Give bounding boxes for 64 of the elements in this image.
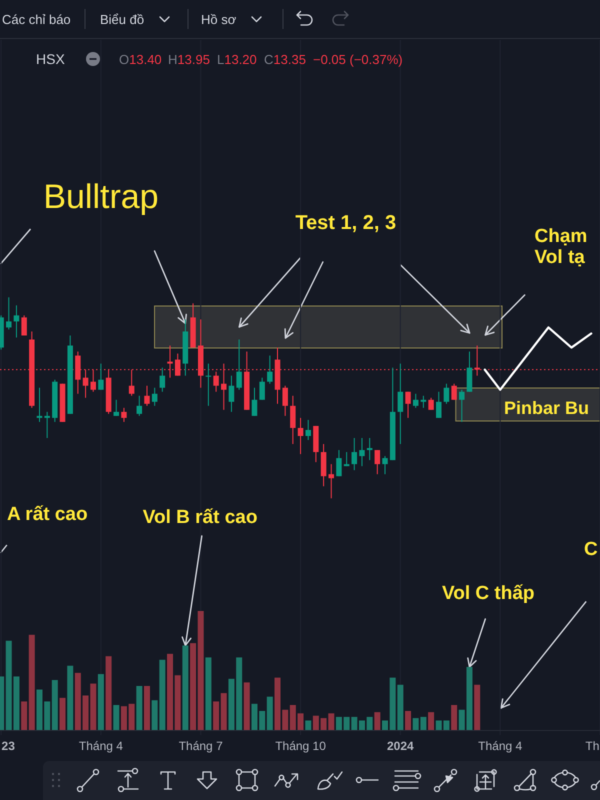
candlestick [6, 296, 12, 330]
x-tick-label: Tháng 4 [478, 739, 523, 753]
candlestick [114, 399, 120, 416]
candlestick [366, 438, 372, 461]
candlestick [328, 464, 334, 499]
candlestick [252, 387, 258, 416]
candlestick [420, 395, 426, 408]
candlestick [344, 452, 350, 467]
candlestick [282, 385, 288, 416]
candlestick [359, 438, 365, 467]
x-tick-label: Tháng 10 [275, 739, 326, 753]
text: C13.35 [264, 52, 306, 67]
text: −0.05 (−0.37%) [313, 52, 403, 67]
candlestick [374, 450, 380, 475]
candlestick [444, 383, 450, 404]
candlestick [336, 450, 342, 477]
candlestick [382, 456, 388, 475]
candlestick [290, 395, 296, 445]
x-tick-label: Tháng 7 [178, 739, 224, 753]
candlestick [121, 407, 127, 422]
candlestick [236, 339, 242, 390]
candlestick [144, 385, 150, 406]
candlestick [44, 411, 50, 438]
candlestick [98, 363, 104, 390]
candlestick [36, 387, 42, 422]
candlestick [398, 363, 404, 445]
x-tick-label: Th [585, 739, 600, 753]
text: Test 1, 2, 3 [295, 212, 396, 234]
text: H13.95 [168, 52, 210, 67]
candlestick [136, 395, 142, 416]
text: L13.20 [217, 52, 257, 67]
x-tick-label: 2024 [387, 739, 414, 753]
candlestick [259, 377, 265, 400]
candlestick [436, 391, 442, 418]
candlestick [14, 304, 20, 338]
candlestick [228, 375, 234, 412]
text: Chạm [534, 226, 588, 247]
annotation: Pinbar Bu [504, 398, 590, 418]
candlestick [412, 393, 418, 408]
text: Các chỉ báo [2, 12, 71, 27]
annotation: Bulltrap [43, 178, 159, 216]
candlestick [152, 387, 158, 406]
x-tick-label: Tháng 4 [78, 739, 124, 753]
text: Biểu đồ [100, 12, 144, 27]
candlestick [459, 389, 465, 422]
candlestick [451, 383, 457, 400]
candlestick [206, 363, 212, 406]
annotation: Vol B rất cao [142, 507, 258, 528]
candlestick [405, 391, 411, 418]
x-tick-label: 23 [2, 739, 16, 753]
candlestick [267, 355, 273, 384]
text: A rất cao [7, 504, 88, 525]
text: Vol tạ [534, 247, 586, 268]
candlestick [305, 419, 311, 441]
text: HSX [36, 51, 66, 67]
annotation: Vol C thấp [442, 583, 535, 604]
text: Hồ sơ [201, 12, 237, 27]
text: O13.40 [119, 52, 162, 67]
candlestick [21, 314, 27, 336]
candlestick [160, 367, 166, 392]
candlestick [298, 417, 304, 455]
candlestick [428, 397, 434, 410]
text: C [584, 539, 598, 560]
candlestick [352, 438, 358, 471]
